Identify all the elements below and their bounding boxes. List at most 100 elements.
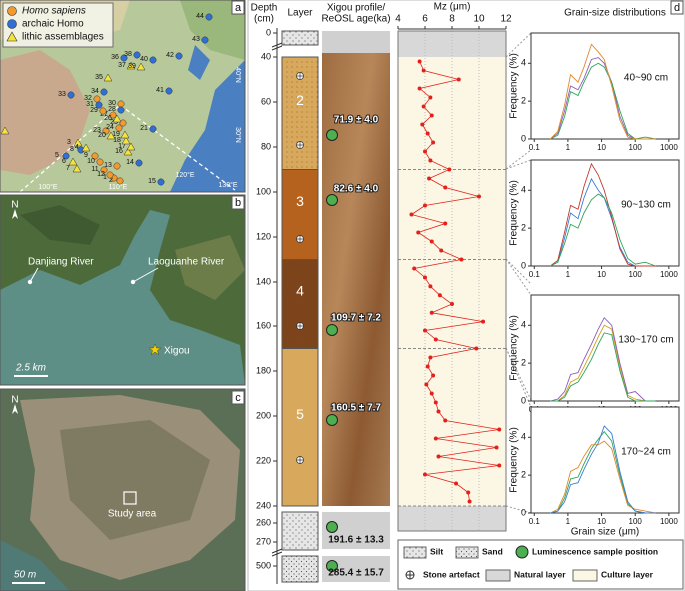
- grain-y-label: Frequency (%): [509, 53, 520, 119]
- legend-label: Sand: [482, 546, 503, 556]
- site-label: 14: [126, 159, 134, 166]
- depth-tick-label: 180: [256, 365, 271, 375]
- depth-tick-label: 270: [256, 536, 271, 546]
- mz-point: [447, 167, 452, 172]
- depth-tick-label: 160: [256, 320, 271, 330]
- mz-point: [443, 221, 448, 226]
- panel-label: b: [235, 197, 241, 209]
- mz-point: [459, 257, 464, 262]
- river-pointer: [29, 267, 39, 283]
- grain-x-tick-label: 1000: [660, 517, 678, 526]
- mz-point: [420, 122, 425, 127]
- site-label: 18: [113, 137, 121, 144]
- coordinate-label: 100°E: [38, 183, 57, 191]
- site-marker: [0, 126, 10, 135]
- site-marker: [91, 152, 99, 160]
- site-marker: [96, 158, 104, 166]
- site-marker: [112, 114, 122, 123]
- depth-tick-label: 220: [256, 455, 271, 465]
- profile-photo: [322, 31, 390, 506]
- site-label: 5: [55, 152, 59, 159]
- grain-curve: [550, 425, 656, 514]
- mz-point: [428, 284, 433, 289]
- mz-point: [423, 328, 427, 333]
- site-label: 6: [62, 158, 66, 165]
- mz-point: [436, 409, 441, 414]
- site-label: 9: [84, 152, 88, 159]
- grain-y-tick-label: 2: [521, 358, 526, 368]
- grain-x-tick-label: 100: [629, 517, 643, 526]
- osl-age: 160.5 ± 7.7: [331, 403, 381, 414]
- luminescence-sample: [326, 414, 338, 426]
- grain-x-tick-label: 0.1: [529, 517, 541, 526]
- mz-point: [497, 427, 502, 432]
- layer-block: [281, 348, 319, 507]
- satellite-panel-c: [0, 388, 246, 591]
- legend-label: Culture layer: [601, 569, 654, 579]
- site-label: 12: [97, 171, 105, 178]
- mz-point: [409, 212, 414, 217]
- sand-bottom: [281, 555, 319, 583]
- site-label: 19: [112, 131, 120, 138]
- legend-label: Silt: [430, 546, 443, 556]
- panel-d-frame: [247, 0, 685, 591]
- site-label: 23: [93, 127, 101, 134]
- depth-axis-title: (cm): [254, 14, 274, 25]
- site-label: 42: [166, 52, 174, 59]
- site-label: Study area: [108, 509, 157, 520]
- site-marker: [109, 111, 117, 119]
- mz-point: [436, 454, 441, 459]
- grain-interval-label: 40~90 cm: [624, 73, 668, 84]
- site-marker: [81, 143, 91, 152]
- mz-point: [437, 293, 442, 298]
- mz-point: [474, 346, 479, 351]
- mz-point: [497, 463, 502, 468]
- grain-curve: [550, 162, 656, 267]
- grain-y-tick-label: 2: [521, 470, 526, 480]
- river-label: Danjiang River: [28, 257, 94, 268]
- grain-x-tick-label: 1000: [660, 270, 678, 279]
- mz-point: [412, 266, 417, 271]
- depth-tick-label: 80: [261, 141, 271, 151]
- osl-age: 82.6 ± 4.0: [334, 184, 379, 195]
- site-label: 36: [111, 54, 119, 61]
- legend-silt-swatch: [403, 546, 427, 559]
- legend-label: archaic Homo: [22, 19, 84, 30]
- grain-x-tick-label: 1: [566, 143, 571, 152]
- site-star: [148, 343, 162, 356]
- mz-point: [481, 319, 486, 324]
- stone-artefact-cross: [296, 456, 304, 464]
- grain-interval-label: 90~130 cm: [621, 200, 671, 211]
- layer-label: 3: [296, 193, 304, 209]
- grain-x-tick-label: 1: [566, 517, 571, 526]
- legend-marker: [7, 6, 17, 16]
- satellite-panel-b: [0, 194, 246, 386]
- site-marker: [116, 177, 124, 185]
- mz-point: [423, 275, 427, 280]
- grain-y-tick-label: 0: [521, 133, 526, 143]
- mz-point: [425, 364, 430, 369]
- legend-label: Luminescence sample position: [532, 546, 658, 556]
- layer-title: Layer: [287, 8, 313, 19]
- grain-curve: [550, 57, 656, 140]
- layer-block: [281, 169, 319, 260]
- grain-title: Grain-size distributions: [564, 8, 666, 19]
- grain-y-tick-label: 4: [521, 432, 526, 442]
- site-marker: [68, 157, 78, 166]
- legend-marker: [6, 31, 18, 42]
- panel-label-box: [231, 195, 245, 210]
- grain-curve: [550, 316, 656, 402]
- panel-label-box: [231, 0, 245, 15]
- luminescence-sample: [326, 194, 338, 206]
- site-label: 38: [124, 51, 132, 58]
- site-label: 4: [75, 144, 79, 151]
- silt-bottom: [281, 511, 319, 551]
- mz-point: [433, 436, 438, 441]
- legend-label: Natural layer: [514, 569, 566, 579]
- mz-tick-label: 8: [449, 14, 455, 25]
- site-marker: [126, 61, 136, 70]
- site-label: 44: [196, 13, 204, 20]
- site-label: 20: [98, 132, 106, 139]
- grain-y-tick-label: 0: [521, 260, 526, 270]
